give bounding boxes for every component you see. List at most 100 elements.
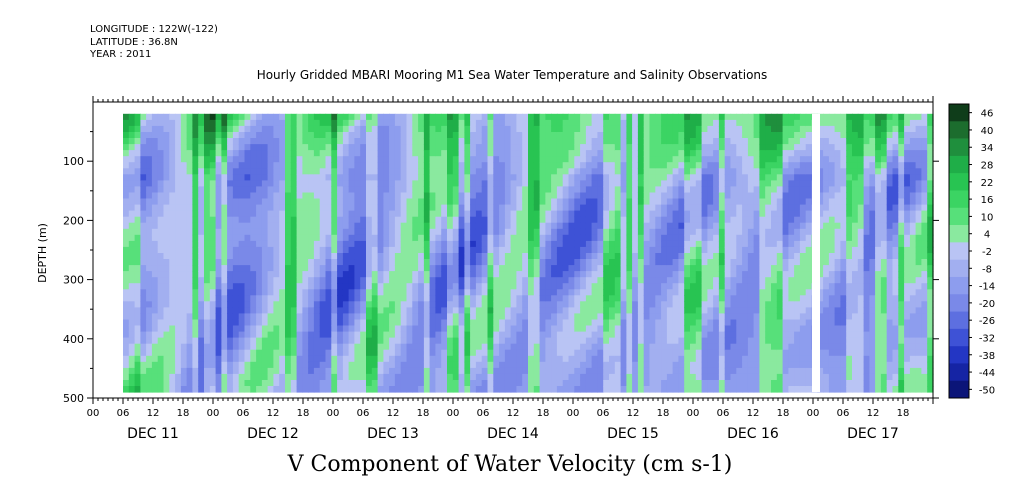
heatmap-cell xyxy=(655,265,662,272)
heatmap-cell xyxy=(232,132,240,139)
heatmap-cell xyxy=(487,380,494,387)
heatmap-cell xyxy=(128,277,136,284)
heatmap-cell xyxy=(447,156,454,163)
heatmap-cell xyxy=(423,289,431,296)
heatmap-cell xyxy=(267,210,274,218)
heatmap-cell xyxy=(296,307,303,314)
heatmap-cell xyxy=(614,216,622,224)
heatmap-cell xyxy=(609,349,616,357)
heatmap-cell xyxy=(198,343,205,351)
heatmap-cell xyxy=(724,337,732,345)
heatmap-cell xyxy=(256,355,263,363)
heatmap-cell xyxy=(331,113,338,121)
heatmap-cell xyxy=(377,355,384,363)
heatmap-cell xyxy=(724,295,732,302)
heatmap-cell xyxy=(649,295,656,302)
heatmap-cell xyxy=(371,355,379,363)
heatmap-cell xyxy=(678,367,685,375)
heatmap-cell xyxy=(690,325,697,333)
heatmap-cell xyxy=(661,144,668,151)
heatmap-cell xyxy=(377,125,384,133)
heatmap-cell xyxy=(597,253,604,260)
heatmap-cell xyxy=(331,240,338,248)
heatmap-cell xyxy=(707,204,714,212)
heatmap-cell xyxy=(394,119,402,127)
heatmap-cell xyxy=(724,132,732,139)
heatmap-cell xyxy=(175,162,182,169)
heatmap-cell xyxy=(389,367,396,375)
heatmap-cell xyxy=(597,265,604,272)
heatmap-cell xyxy=(504,168,512,175)
heatmap-cell xyxy=(736,186,743,193)
heatmap-cell xyxy=(232,313,240,320)
heatmap-cell xyxy=(331,337,338,345)
heatmap-cell xyxy=(394,386,402,393)
heatmap-cell xyxy=(128,313,136,320)
heatmap-cell xyxy=(539,240,546,248)
heatmap-cell xyxy=(383,295,390,302)
heatmap-cell xyxy=(267,367,274,375)
heatmap-cell xyxy=(267,150,274,157)
heatmap-cell xyxy=(470,325,477,333)
heatmap-cell xyxy=(279,119,286,127)
heatmap-cell xyxy=(707,380,714,387)
heatmap-cell xyxy=(620,174,627,181)
heatmap-cell xyxy=(730,373,737,381)
heatmap-cell xyxy=(747,144,755,151)
heatmap-cell xyxy=(377,283,384,290)
heatmap-cell xyxy=(684,319,691,327)
heatmap-cell xyxy=(180,319,188,327)
heatmap-cell xyxy=(389,138,396,145)
heatmap-cell xyxy=(342,162,350,169)
heatmap-cell xyxy=(273,144,280,151)
heatmap-cell xyxy=(591,307,598,314)
heatmap-cell xyxy=(580,331,587,339)
heatmap-cell xyxy=(163,132,170,139)
heatmap-cell xyxy=(684,283,691,290)
heatmap-cell xyxy=(690,162,697,169)
heatmap-cell xyxy=(412,222,419,230)
heatmap-cell xyxy=(215,144,222,151)
heatmap-cell xyxy=(348,222,355,230)
heatmap-cell xyxy=(458,180,465,187)
heatmap-cell xyxy=(585,180,593,187)
heatmap-cell xyxy=(371,174,379,181)
heatmap-cell xyxy=(551,259,558,266)
heatmap-cell xyxy=(128,119,136,127)
heatmap-cell xyxy=(452,331,460,339)
heatmap-cell xyxy=(192,307,199,314)
heatmap-cell xyxy=(637,198,645,206)
heatmap-cell xyxy=(423,265,431,272)
heatmap-cell xyxy=(499,210,506,218)
heatmap-cell xyxy=(238,138,246,145)
heatmap-cell xyxy=(296,144,303,151)
heatmap-cell xyxy=(718,162,726,169)
heatmap-cell xyxy=(140,150,147,157)
heatmap-cell xyxy=(429,144,436,151)
heatmap-cell xyxy=(643,386,651,393)
heatmap-cell xyxy=(331,150,338,157)
heatmap-cell xyxy=(175,132,182,139)
heatmap-cell xyxy=(123,331,130,339)
heatmap-cell xyxy=(342,150,350,157)
heatmap-cell xyxy=(261,386,269,393)
heatmap-cell xyxy=(337,265,344,272)
heatmap-cell xyxy=(354,295,361,302)
heatmap-cell xyxy=(204,289,211,296)
heatmap-cell xyxy=(337,234,344,242)
heatmap-cell xyxy=(655,162,662,169)
heatmap-cell xyxy=(163,283,170,290)
heatmap-cell xyxy=(123,150,130,157)
heatmap-cell xyxy=(360,349,367,357)
heatmap-cell xyxy=(232,307,240,314)
heatmap-cell xyxy=(580,204,587,212)
heatmap-cell xyxy=(192,132,199,139)
heatmap-cell xyxy=(337,325,344,333)
heatmap-cell xyxy=(539,343,546,351)
heatmap-cell xyxy=(516,198,523,206)
heatmap-cell xyxy=(470,367,477,375)
heatmap-cell xyxy=(556,373,564,381)
heatmap-cell xyxy=(348,289,355,296)
heatmap-cell xyxy=(585,349,593,357)
heatmap-cell xyxy=(545,168,552,175)
